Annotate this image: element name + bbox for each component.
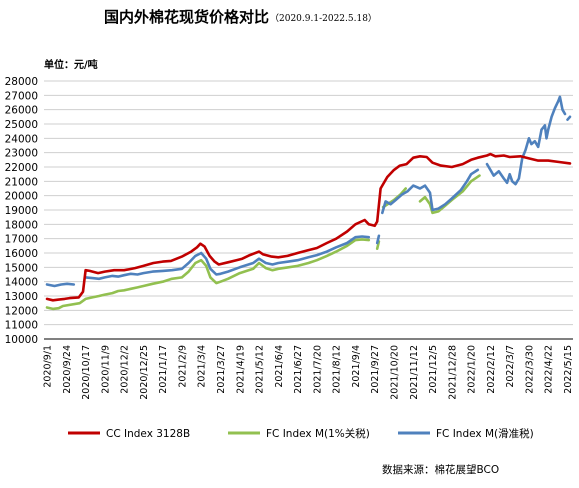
y-tick-label: 10000 (5, 334, 38, 346)
legend-label-fc-index-sliding: FC Index M(滑准税) (436, 427, 534, 440)
series-lines (45, 95, 572, 311)
chart-subtitle: （2020.9.1-2022.5.18） (270, 13, 377, 24)
x-tick-label: 2021/10/20 (389, 345, 400, 400)
x-tick-label: 2021/11/12 (409, 345, 420, 400)
x-tick-label: 2020/11/9 (100, 345, 111, 394)
x-tick-label: 2020/12/2 (120, 345, 131, 394)
x-tick-label: 2021/4/19 (235, 345, 246, 394)
y-tick-label: 23000 (5, 148, 38, 160)
x-tick-label: 2022/2/12 (486, 345, 497, 394)
x-tick-label: 2021/5/12 (255, 345, 266, 394)
series-line-2 (45, 95, 572, 288)
y-tick-label: 24000 (5, 133, 38, 145)
y-tick-label: 20000 (5, 191, 38, 203)
x-tick-label: 2020/12/25 (139, 345, 150, 400)
x-tick-label: 2020/9/1 (43, 345, 54, 388)
legend: CC Index 3128B FC Index M(1%关税) FC Index… (68, 427, 534, 440)
y-tick-label: 17000 (5, 234, 38, 246)
y-tick-label: 11000 (5, 320, 38, 332)
y-tick-label: 18000 (5, 219, 38, 231)
y-tick-label: 15000 (5, 262, 38, 274)
y-tick-label: 21000 (5, 176, 38, 188)
x-tick-label: 2021/7/20 (312, 345, 323, 394)
y-tick-label: 19000 (5, 205, 38, 217)
legend-label-fc-index-1pct: FC Index M(1%关税) (266, 427, 370, 440)
x-tick-label: 2021/6/27 (293, 345, 304, 394)
x-tick-label: 2020/9/24 (62, 345, 73, 394)
y-tick-label: 16000 (5, 248, 38, 260)
y-tick-label: 22000 (5, 162, 38, 174)
unit-label: 单位：元/吨 (44, 58, 98, 71)
legend-label-cc-index: CC Index 3128B (106, 428, 190, 440)
data-source: 数据来源：棉花展望BCO (382, 463, 499, 476)
series-line-1 (45, 174, 481, 311)
x-tick-label: 2021/2/9 (177, 345, 188, 388)
x-tick-label: 2021/3/27 (216, 345, 227, 394)
y-tick-label: 13000 (5, 291, 38, 303)
y-tick-label: 26000 (5, 105, 38, 117)
y-tick-label: 14000 (5, 277, 38, 289)
y-tick-label: 12000 (5, 305, 38, 317)
x-tick-label: 2021/9/4 (351, 345, 362, 388)
x-tick-label: 2021/9/27 (370, 345, 381, 394)
x-tick-label: 2022/1/20 (467, 345, 478, 394)
x-tick-label: 2022/5/15 (563, 345, 574, 394)
grid-lines (44, 80, 573, 326)
y-axis-ticks: 10000 11000 12000 13000 14000 15000 16000 17000… (5, 76, 38, 346)
y-tick-label: 25000 (5, 119, 38, 131)
y-tick-label: 28000 (5, 76, 38, 88)
x-axis-ticks: 2020/9/1 2020/9/24 2020/10/17 2020/11/9 2020… (43, 345, 574, 400)
x-tick-label: 2022/4/22 (544, 345, 555, 394)
series-line-0 (45, 152, 572, 302)
x-tick-label: 2021/3/4 (197, 345, 208, 388)
x-tick-label: 2021/12/28 (447, 345, 458, 400)
x-tick-label: 2021/8/12 (332, 345, 343, 394)
y-tick-label: 27000 (5, 90, 38, 102)
x-tick-label: 2021/12/5 (428, 345, 439, 394)
x-tick-label: 2021/1/17 (158, 345, 169, 394)
x-tick-label: 2022/3/30 (524, 345, 535, 394)
chart-title: 国内外棉花现货价格对比 (104, 8, 269, 26)
x-tick-label: 2020/10/17 (81, 345, 92, 400)
x-tick-label: 2021/6/4 (274, 345, 285, 388)
x-tick-label: 2022/3/7 (505, 345, 516, 388)
